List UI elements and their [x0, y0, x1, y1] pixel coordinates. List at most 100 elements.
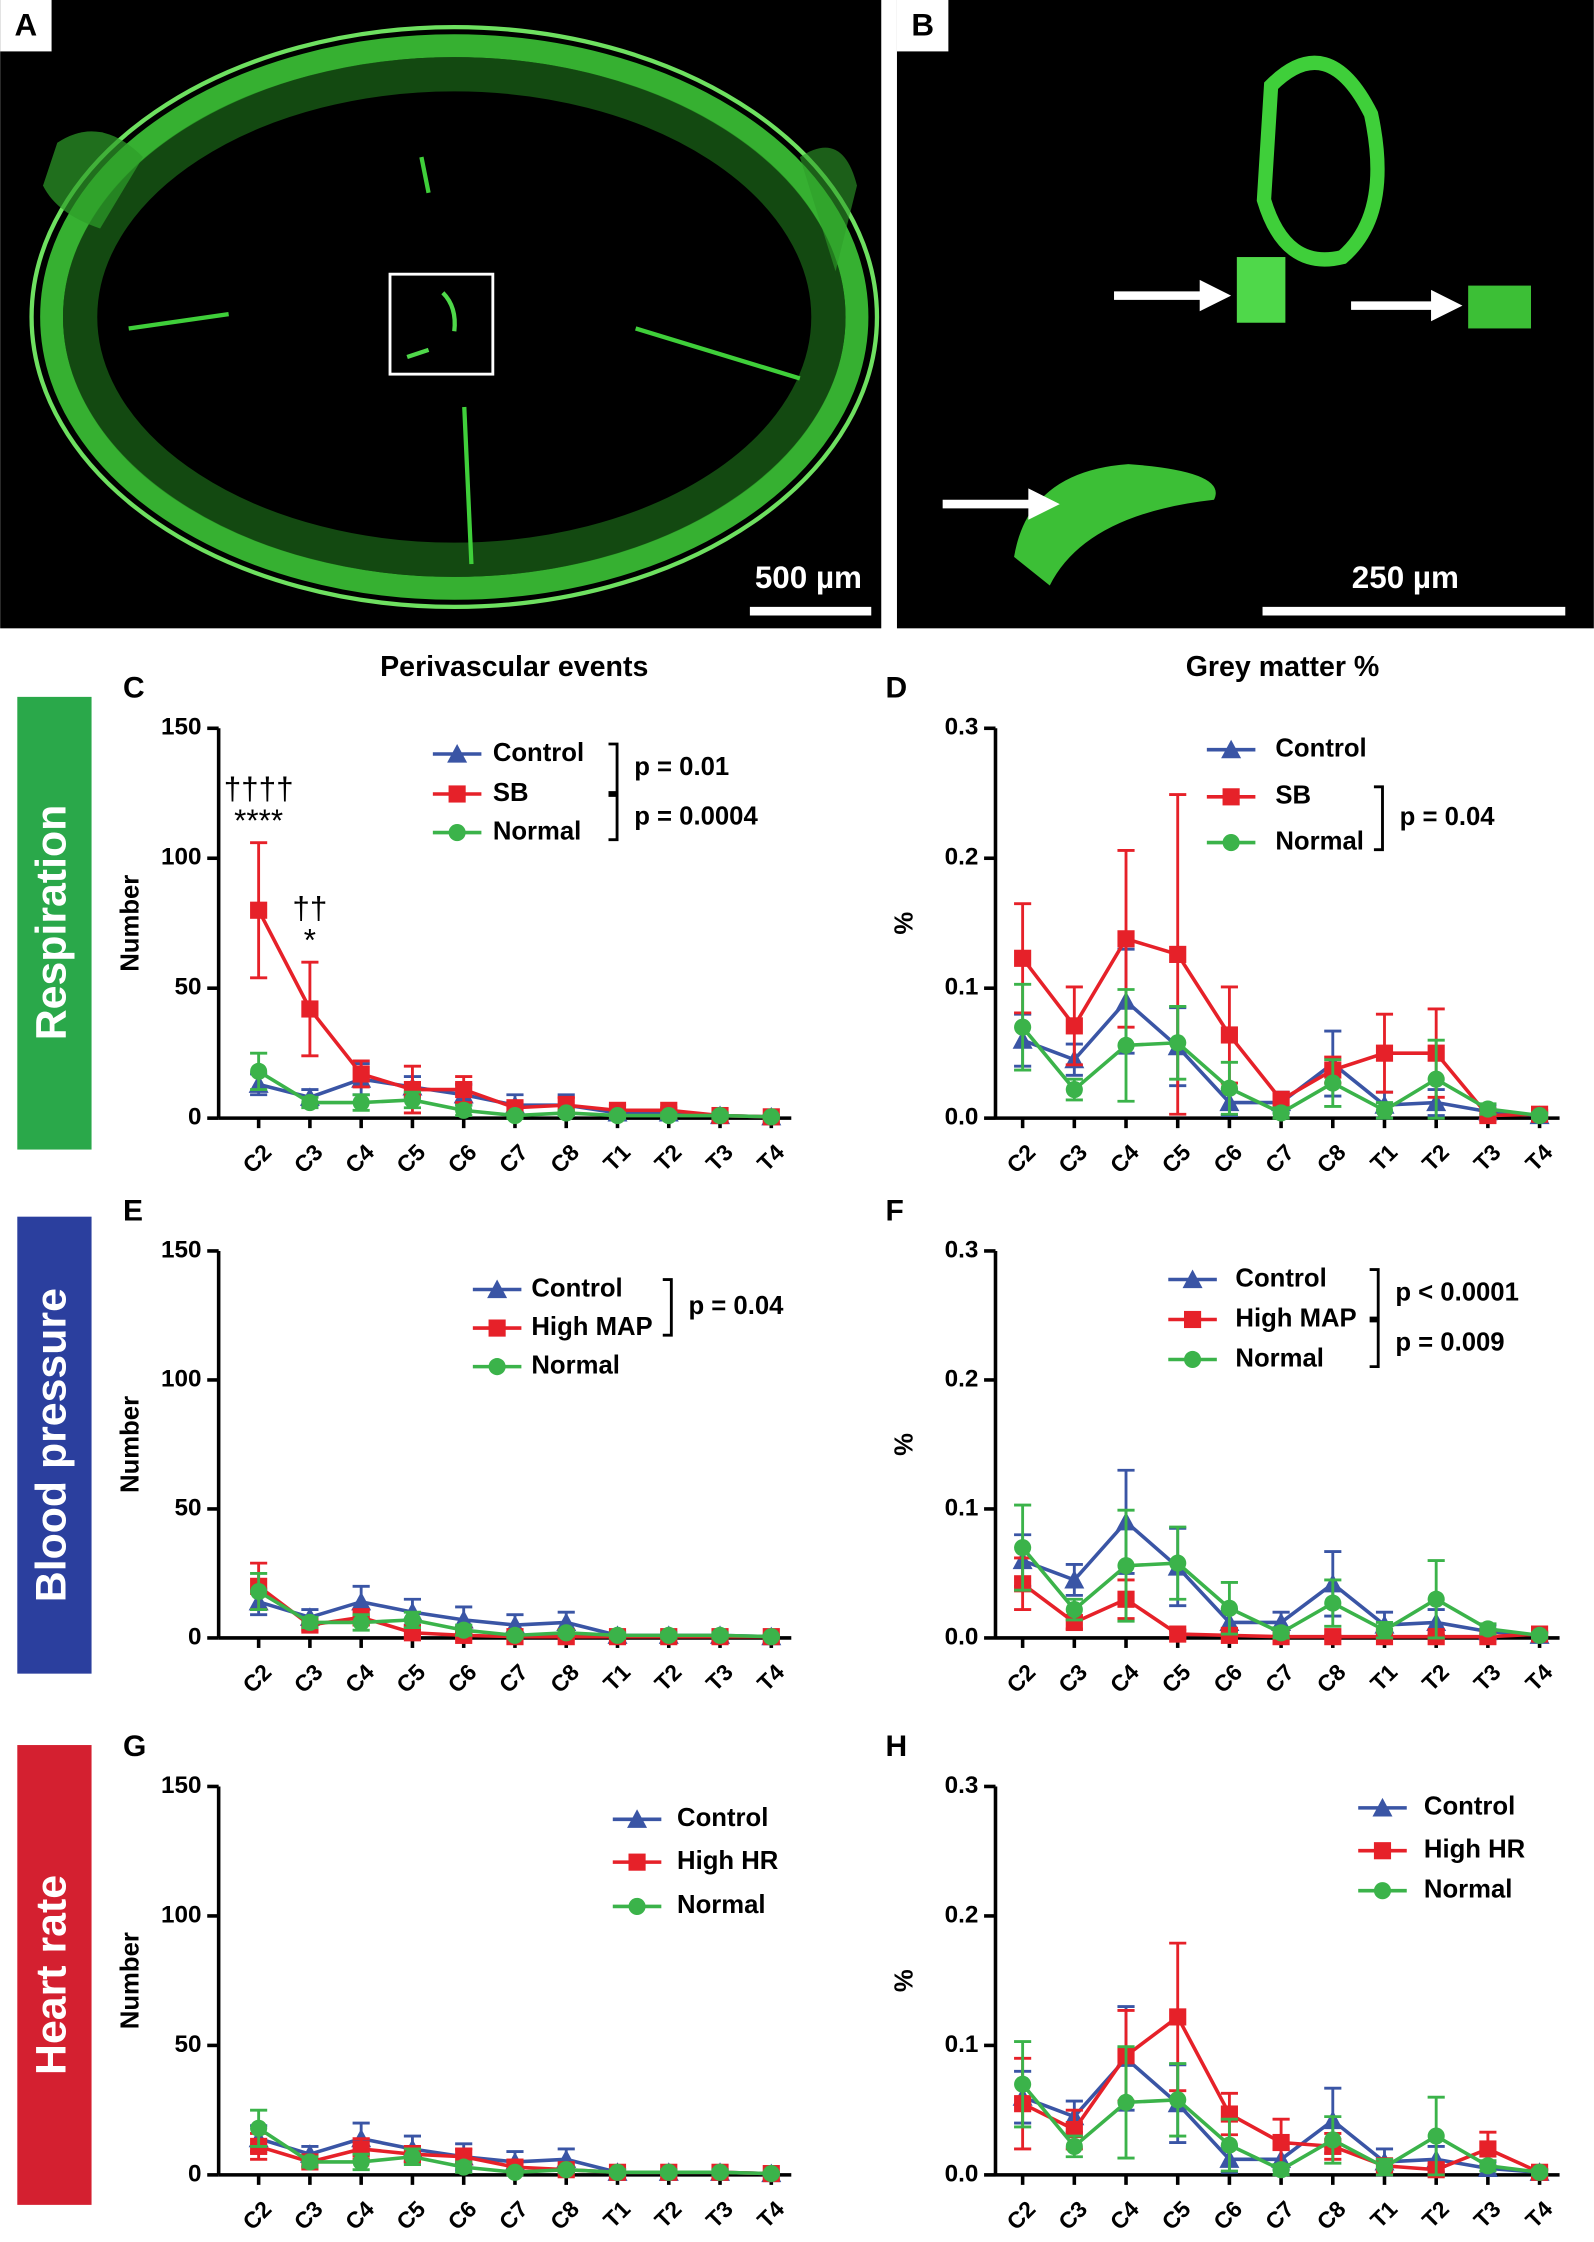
x-tick-label: T1 [598, 1139, 635, 1176]
x-tick-label: C8 [545, 2196, 584, 2235]
marker [250, 901, 268, 919]
marker [455, 1080, 473, 1099]
y-axis-label: % [890, 1969, 918, 1992]
legend-label: SB [493, 779, 529, 807]
marker [1064, 1569, 1085, 1589]
marker [1479, 2157, 1497, 2175]
y-axis-label: % [890, 912, 918, 935]
y-tick-label: 0.1 [945, 1494, 979, 1521]
marker [1169, 2091, 1187, 2109]
marker [1272, 1624, 1290, 1642]
panel-label: E [123, 1194, 143, 1227]
x-tick-label: T1 [598, 2196, 635, 2233]
marker [448, 823, 466, 842]
marker [455, 1621, 473, 1639]
marker [506, 1626, 524, 1644]
x-tick-label: C8 [545, 1659, 584, 1698]
y-tick-label: 0 [188, 1623, 202, 1650]
marker [1427, 2127, 1445, 2145]
marker [403, 1091, 422, 1109]
x-tick-label: C7 [1260, 1659, 1299, 1698]
marker [1221, 739, 1242, 759]
marker [403, 2148, 422, 2166]
marker [1324, 2131, 1342, 2149]
marker [1272, 2133, 1290, 2152]
x-tick-label: T3 [701, 1139, 738, 1176]
marker [250, 2119, 268, 2137]
y-tick-label: 0.2 [945, 844, 979, 871]
panel-label: D [886, 672, 908, 705]
marker [1065, 1080, 1083, 1099]
y-tick-label: 0.0 [945, 1623, 979, 1650]
legend-label: Normal [493, 817, 582, 845]
marker [557, 2161, 575, 2179]
x-tick-label: C4 [1105, 1139, 1144, 1178]
marker [1373, 1842, 1392, 1860]
x-tick-label: T2 [649, 1139, 686, 1176]
legend-label: Normal [1275, 827, 1364, 855]
legend-label: Control [531, 1274, 622, 1302]
x-tick-label: T2 [649, 1659, 686, 1696]
marker [1531, 1106, 1549, 1125]
comparison-bracket [608, 742, 619, 794]
panel-label: B [911, 7, 934, 42]
marker [1065, 1017, 1083, 1035]
y-tick-label: 0.1 [945, 974, 979, 1001]
marker [1324, 1594, 1342, 1612]
legend-label: High HR [677, 1847, 779, 1875]
marker [301, 1093, 319, 1112]
marker [1373, 1882, 1392, 1900]
y-tick-label: 100 [161, 1365, 202, 1392]
marker [762, 2165, 780, 2183]
marker [1014, 1539, 1032, 1557]
x-tick-label: T3 [1468, 1139, 1505, 1176]
marker [1531, 1626, 1549, 1644]
x-tick-label: C2 [1001, 2196, 1040, 2235]
y-axis-label: Number [116, 875, 144, 972]
marker [1169, 1034, 1187, 1052]
x-tick-label: C5 [1156, 1139, 1195, 1178]
y-tick-label: 0.2 [945, 1901, 979, 1928]
marker [1014, 949, 1032, 967]
x-tick-label: T3 [701, 2196, 738, 2233]
marker [250, 1062, 268, 1080]
x-tick-label: C8 [1312, 1139, 1351, 1178]
x-tick-label: T3 [1468, 2196, 1505, 2233]
x-tick-label: C3 [289, 1139, 328, 1178]
marker [1222, 788, 1240, 806]
y-tick-label: 0.3 [945, 1236, 979, 1263]
significance-mark: **** [234, 803, 283, 838]
marker [1117, 1036, 1135, 1054]
marker [1183, 1310, 1202, 1329]
x-tick-label: C3 [289, 2196, 328, 2235]
marker [1183, 1350, 1202, 1369]
marker [1220, 1599, 1238, 1617]
x-tick-label: T4 [752, 2196, 789, 2233]
x-tick-label: C3 [1053, 1139, 1092, 1178]
x-tick-label: C6 [442, 1139, 481, 1178]
x-tick-label: C4 [1105, 1659, 1144, 1698]
marker [1117, 930, 1135, 948]
x-tick-label: C8 [1312, 2196, 1351, 2235]
column-title: Perivascular events [380, 651, 648, 683]
x-tick-label: T2 [1417, 1659, 1454, 1696]
x-tick-label: T4 [1520, 1659, 1557, 1696]
marker [487, 1279, 508, 1299]
x-tick-label: C6 [1208, 2196, 1247, 2235]
marker [1427, 1070, 1445, 1088]
x-tick-label: C3 [1053, 1659, 1092, 1698]
marker [1065, 1600, 1083, 1619]
marker [1182, 1269, 1203, 1289]
row-label-box [17, 1216, 92, 1674]
marker [1531, 2163, 1549, 2181]
column-title: Grey matter % [1186, 651, 1380, 683]
marker [352, 1093, 370, 1112]
legend-label: Normal [1424, 1875, 1513, 1903]
panel-label: H [886, 1730, 908, 1763]
marker [1324, 1074, 1342, 1092]
x-tick-label: C2 [1001, 1139, 1040, 1178]
legend-label: Control [1424, 1793, 1515, 1821]
x-tick-label: C7 [1260, 1139, 1299, 1178]
marker [1375, 1621, 1394, 1639]
